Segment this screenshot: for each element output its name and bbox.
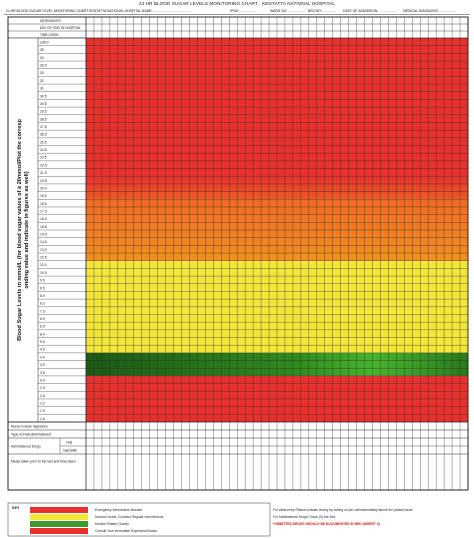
header-ward: WARD NO: …………… bbox=[270, 9, 306, 13]
injectable-label: Injectable bbox=[63, 448, 77, 452]
level-label: 20.8 bbox=[40, 179, 47, 183]
level-label: 19.5 bbox=[40, 194, 47, 198]
level-label: 3.5 bbox=[40, 371, 45, 375]
key-text-consult: Consult Your Immediate Supervisor/Doctor bbox=[95, 529, 158, 533]
oral-label: Oral bbox=[66, 440, 72, 444]
level-label: 3.4 bbox=[40, 378, 45, 382]
level-label: 4.9 bbox=[40, 348, 45, 352]
level-label: 13.9 bbox=[40, 248, 47, 252]
level-label: 17.5 bbox=[40, 209, 47, 213]
level-label: 20.4 bbox=[40, 186, 47, 190]
bottom-row-label: Meals taken prior to the last and time t… bbox=[11, 459, 76, 463]
side-label-line-1: Blood Sugar Levels in mmol/L (for blood … bbox=[17, 119, 23, 341]
header-row-label: DAY OF STAY IN HOSPITAL bbox=[40, 26, 81, 30]
level-label: 30.5 bbox=[40, 102, 47, 106]
note-initial-entry: For initial entry Please indicate clearl… bbox=[273, 508, 413, 512]
level-label: 5.5 bbox=[40, 340, 45, 344]
level-label: 23.5 bbox=[40, 156, 47, 160]
level-label: ≥35.0 bbox=[40, 41, 49, 45]
note-administered-drugs: For Administered Drugs Check (V) the Box bbox=[273, 515, 336, 519]
level-label: 1.5 bbox=[40, 417, 45, 421]
level-label: 7.5 bbox=[40, 309, 45, 313]
level-label: 29.5 bbox=[40, 110, 47, 114]
level-label: 12.5 bbox=[40, 256, 47, 260]
level-label: 6.5 bbox=[40, 325, 45, 329]
level-label: 9.9 bbox=[40, 279, 45, 283]
key-swatch-emergency bbox=[30, 507, 88, 513]
key-label: KEY bbox=[12, 506, 20, 510]
level-label: 3.9 bbox=[40, 363, 45, 367]
level-label: 1.9 bbox=[40, 409, 45, 413]
level-label: 16.5 bbox=[40, 217, 47, 221]
bottom-rows-box bbox=[7, 421, 469, 491]
key-text-normal: Normal Levels: Continue Regular Interven… bbox=[95, 515, 164, 519]
note-omitted-drugs: *OMMITTED DRUGS SHOULD BE DOCUMENTED IN … bbox=[273, 522, 380, 526]
level-label: 27.5 bbox=[40, 125, 47, 129]
level-label: 33 bbox=[40, 71, 44, 75]
header-bed: BED NO: ………… bbox=[308, 9, 337, 13]
level-label: 33.9 bbox=[40, 64, 47, 68]
header-row-label: DATE/MONTH bbox=[40, 19, 62, 23]
bottom-row-label: Type of Fluid Administered bbox=[11, 432, 51, 436]
level-label: 8.9 bbox=[40, 294, 45, 298]
side-label-line-2: onding value and indicate in figures as … bbox=[24, 171, 30, 288]
header-diagnosis: MEDICAL DIAGNOSIS: …………… bbox=[403, 9, 457, 13]
level-label: 6.9 bbox=[40, 317, 45, 321]
level-label: 8.3 bbox=[40, 302, 45, 306]
level-label: 28.5 bbox=[40, 117, 47, 121]
key-swatch-monitor bbox=[30, 521, 88, 527]
level-label: 2.2 bbox=[40, 401, 45, 405]
level-label: 25.5 bbox=[40, 140, 47, 144]
level-label: 6.4 bbox=[40, 332, 45, 336]
bottom-row-label: Nurse's name /signature bbox=[11, 424, 48, 428]
header-row-label: TIME GIVEN bbox=[40, 33, 59, 37]
side-axis-label: Blood Sugar Levels in mmol/L (for blood … bbox=[17, 119, 30, 341]
level-label: 30.5 bbox=[40, 94, 47, 98]
header-ipno: IPNO: …………… bbox=[230, 9, 258, 13]
key-swatch-normal bbox=[30, 514, 88, 520]
header-divider bbox=[4, 14, 470, 15]
level-label: 9.5 bbox=[40, 286, 45, 290]
outer-border bbox=[7, 16, 469, 491]
level-label: 22.5 bbox=[40, 163, 47, 167]
key-text-emergency: Emergency Intervention Needed bbox=[95, 508, 143, 512]
header-patient-name: 24 HR BLOOD SUGAR LEVEL MONITORING CHART… bbox=[6, 9, 190, 13]
header-date-admission: DATE OF ADMISSION: …………… bbox=[343, 9, 397, 13]
level-label: 4.4 bbox=[40, 355, 45, 359]
level-label: 14.9 bbox=[40, 233, 47, 237]
chart-title: 24 HR BLOOD SUGAR LEVELS MONITORING CHAR… bbox=[138, 1, 336, 6]
level-label: 34 bbox=[40, 56, 44, 60]
level-label: 26.5 bbox=[40, 133, 47, 137]
bottom-row-label: Administered Drugs bbox=[11, 444, 41, 448]
level-label: 35 bbox=[40, 48, 44, 52]
level-label: 31 bbox=[40, 87, 44, 91]
level-label: 2.9 bbox=[40, 386, 45, 390]
level-label: 18.5 bbox=[40, 202, 47, 206]
level-label: 32 bbox=[40, 79, 44, 83]
level-label: 15.8 bbox=[40, 225, 47, 229]
key-swatch-consult bbox=[30, 528, 88, 534]
level-label: 2.5 bbox=[40, 394, 45, 398]
level-label: 14.5 bbox=[40, 240, 47, 244]
key-box bbox=[7, 502, 271, 537]
level-label: 21.5 bbox=[40, 171, 47, 175]
level-label: 11.5 bbox=[40, 263, 46, 267]
level-label: 24.5 bbox=[40, 148, 47, 152]
key-text-monitor: Monitor Patient Closely bbox=[95, 522, 129, 526]
level-label: 10.9 bbox=[40, 271, 47, 275]
